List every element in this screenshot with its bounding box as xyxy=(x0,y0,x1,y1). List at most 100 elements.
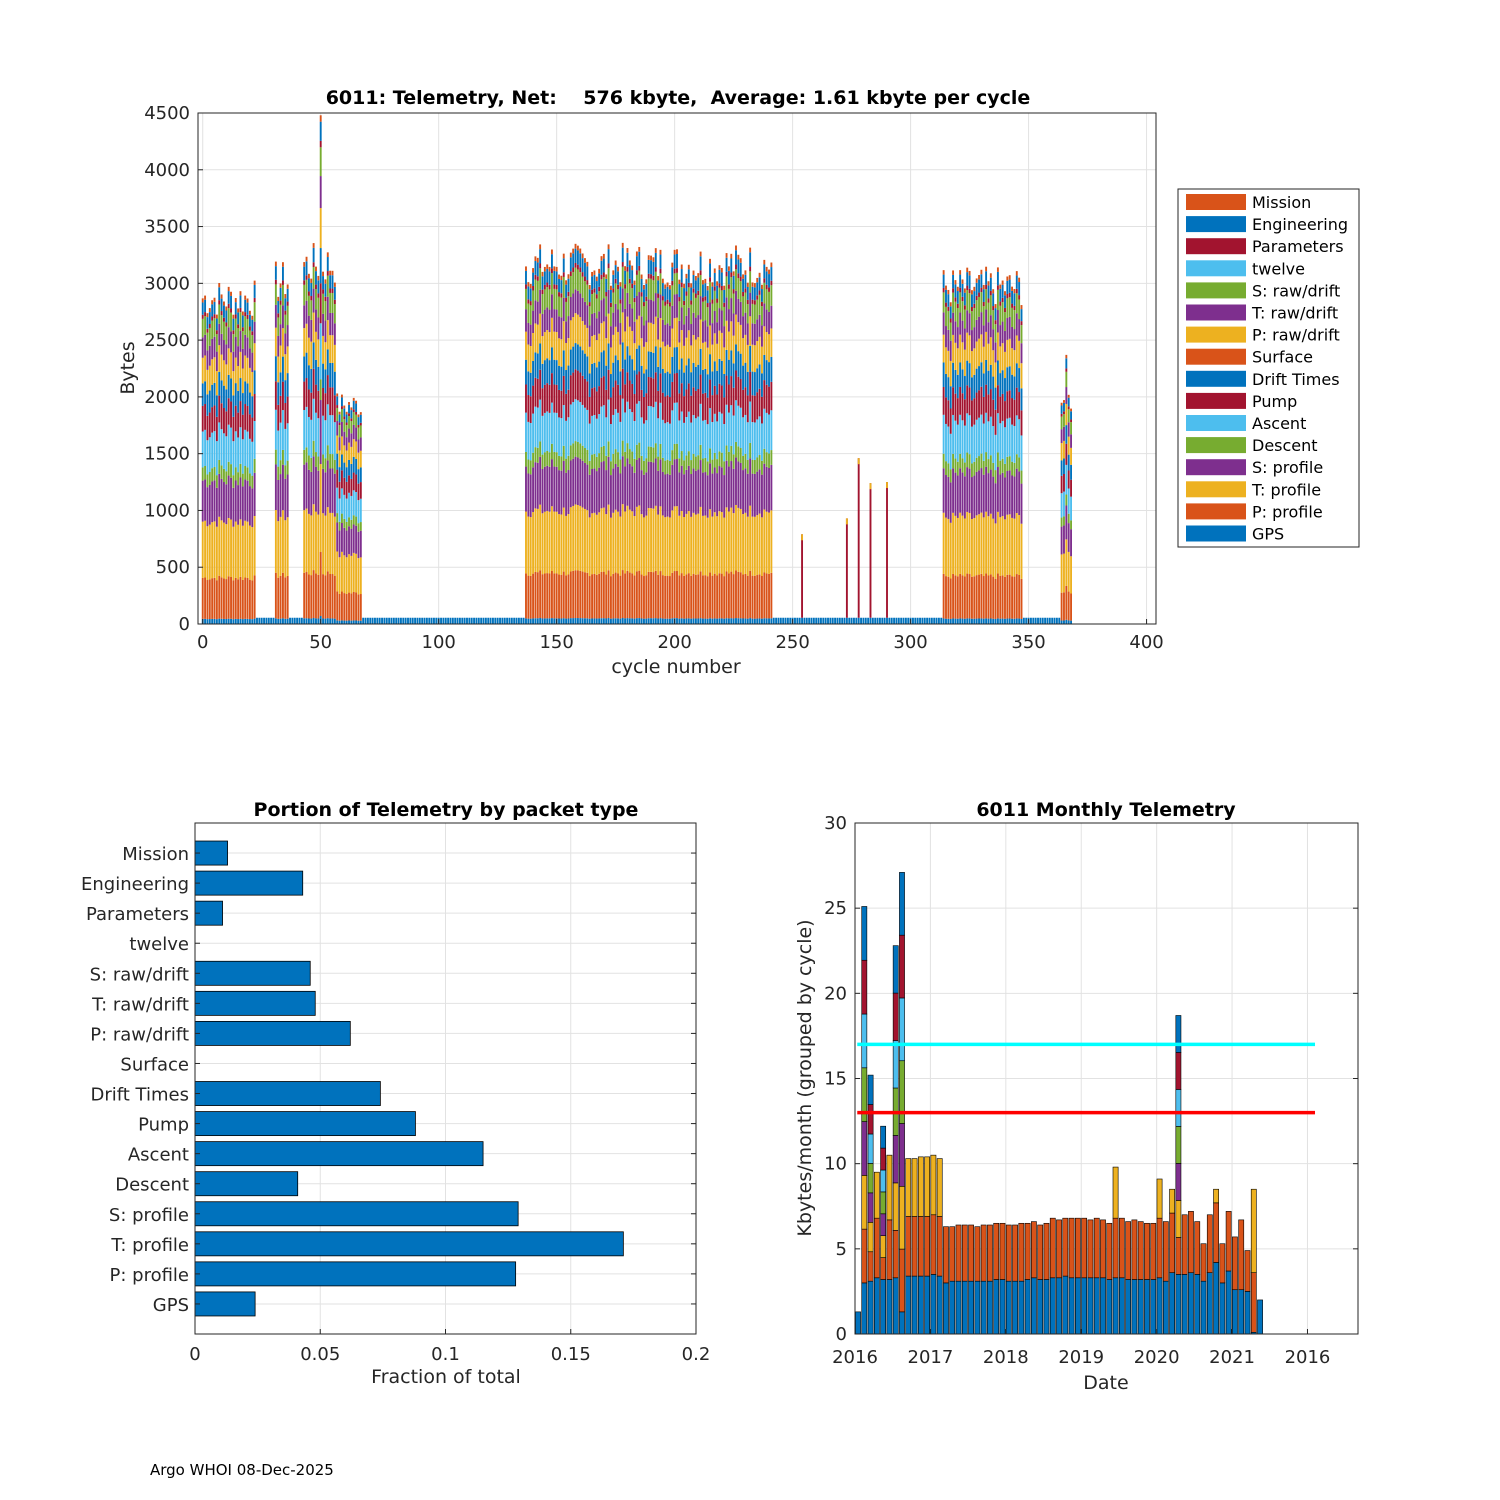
bar-segment xyxy=(744,414,747,454)
bar-segment xyxy=(548,309,551,333)
portion-bar xyxy=(194,1111,416,1137)
bar-segment xyxy=(482,617,485,624)
bar-segment xyxy=(694,456,697,471)
y-tick-label: 20 xyxy=(824,983,847,1004)
bar-segment xyxy=(555,309,558,333)
bar-segment xyxy=(954,420,957,459)
bar-segment xyxy=(466,617,468,624)
bar-segment xyxy=(942,362,945,387)
bar-segment xyxy=(322,271,325,277)
bar-segment xyxy=(683,396,686,423)
legend-label: S: profile xyxy=(1252,458,1323,477)
month-bar-segment xyxy=(1225,1211,1232,1272)
bar-segment xyxy=(206,619,209,624)
bar-segment xyxy=(638,246,641,252)
bar-segment xyxy=(876,617,879,624)
bar-segment xyxy=(742,455,745,471)
bar-segment xyxy=(956,517,959,577)
bar-segment xyxy=(709,463,711,510)
bar-segment xyxy=(737,446,740,462)
bar-segment xyxy=(626,266,629,272)
bar-segment xyxy=(274,510,277,573)
bar-segment xyxy=(652,447,655,463)
bar-segment xyxy=(609,618,612,624)
bar-segment xyxy=(770,510,773,573)
bar-segment xyxy=(973,286,976,292)
bar-segment xyxy=(650,571,652,619)
month-bar-segment xyxy=(892,1182,899,1231)
bar-segment xyxy=(553,466,556,512)
bar-segment xyxy=(605,292,608,297)
bar-segment xyxy=(742,514,745,575)
bar-segment xyxy=(319,379,322,401)
bar-segment xyxy=(312,398,315,441)
bar-segment xyxy=(322,293,325,314)
bar-segment xyxy=(279,422,282,461)
month-bar-segment xyxy=(1049,1277,1056,1335)
bar-segment xyxy=(343,494,346,519)
bar-segment xyxy=(204,479,207,521)
bar-segment xyxy=(702,321,704,343)
bar-segment xyxy=(702,575,704,619)
portion-bar xyxy=(194,1141,484,1167)
bar-segment xyxy=(539,570,542,619)
bar-segment xyxy=(737,405,740,447)
bar-segment xyxy=(973,424,976,462)
month-bar-segment xyxy=(1250,1188,1257,1273)
bar-segment xyxy=(1044,617,1047,624)
bar-segment xyxy=(718,383,721,412)
bar-segment xyxy=(248,579,251,620)
month-bar-segment xyxy=(1125,1279,1132,1335)
bar-segment xyxy=(659,273,662,295)
bar-segment xyxy=(753,304,756,324)
bar-segment xyxy=(390,617,393,624)
bar-segment xyxy=(975,282,978,296)
bar-segment xyxy=(650,508,652,572)
portion-bar xyxy=(194,1261,517,1287)
bar-segment xyxy=(666,473,669,517)
bar-segment xyxy=(244,465,247,480)
bar-segment xyxy=(664,284,667,289)
bar-segment xyxy=(584,572,586,619)
bar-segment xyxy=(709,354,711,380)
bar-segment xyxy=(664,575,667,619)
bar-segment xyxy=(541,294,544,314)
bar-segment xyxy=(253,516,256,576)
bar-segment xyxy=(723,576,726,619)
bar-segment xyxy=(225,436,228,472)
bar-segment xyxy=(312,288,315,313)
bar-segment xyxy=(702,472,704,516)
bar-segment xyxy=(720,310,723,333)
bar-segment xyxy=(640,470,643,515)
bar-segment xyxy=(213,521,216,578)
bar-segment xyxy=(246,314,249,319)
bar-segment xyxy=(248,525,251,580)
bar-segment xyxy=(539,504,542,571)
bar-segment xyxy=(746,422,749,460)
bar-segment xyxy=(749,618,752,624)
month-bar-segment xyxy=(1257,1299,1263,1335)
bar-segment xyxy=(1063,411,1065,415)
bar-segment xyxy=(579,458,582,506)
bar-segment xyxy=(572,570,575,619)
bar-segment xyxy=(1015,468,1018,514)
bar-segment xyxy=(548,332,551,361)
bar-segment xyxy=(975,471,978,516)
x-tick-label: 2021 xyxy=(1209,1347,1255,1368)
bar-segment xyxy=(659,618,662,624)
month-bar-segment xyxy=(930,1274,937,1335)
bar-segment xyxy=(770,267,773,281)
bar-segment xyxy=(572,618,575,624)
bar-segment xyxy=(978,390,980,418)
y-tick-label: 0 xyxy=(179,614,190,635)
bar-segment xyxy=(232,526,235,581)
bar-segment xyxy=(211,618,214,624)
bar-segment xyxy=(543,511,546,574)
bar-segment xyxy=(624,266,627,271)
month-bar-segment xyxy=(1024,1222,1031,1280)
bar-segment xyxy=(246,405,249,432)
bar-segment xyxy=(572,272,575,294)
bar-segment xyxy=(333,344,336,372)
bar-segment xyxy=(225,344,228,365)
bar-segment xyxy=(241,414,244,440)
